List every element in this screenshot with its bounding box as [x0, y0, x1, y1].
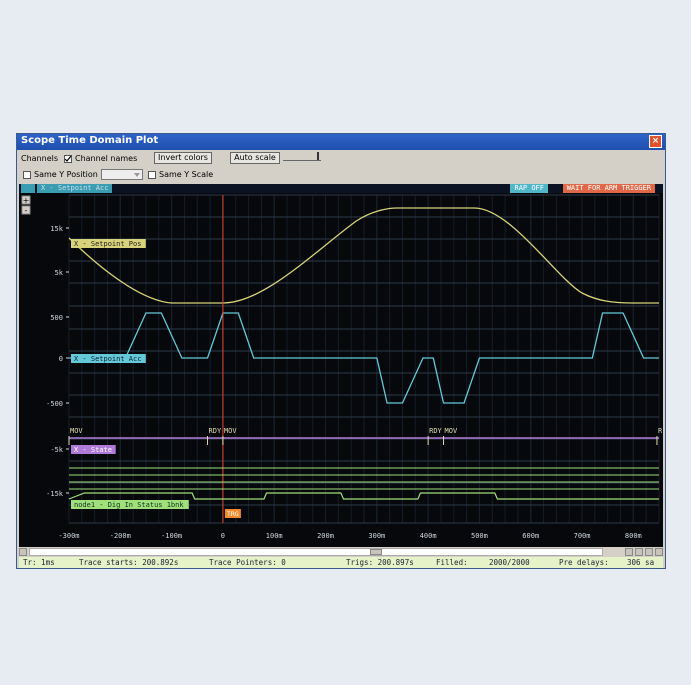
status-trace-pointers: Trace Pointers: 0: [209, 558, 286, 567]
y-tick-label: -15k: [46, 490, 64, 498]
zoom-in-button[interactable]: [21, 195, 31, 205]
channel-names-checkbox[interactable]: [64, 155, 72, 163]
trigger-marker-label: TRG: [227, 510, 239, 518]
plot-curves: [68, 195, 659, 523]
scroll-left-icon[interactable]: [19, 548, 27, 556]
state-marker-label: MOV: [445, 427, 458, 435]
state-marker-label: R: [658, 427, 663, 435]
x-tick-label: 700m: [574, 532, 591, 540]
zoom-out-button[interactable]: [21, 205, 31, 215]
x-tick-label: 800m: [625, 532, 642, 540]
x-tick-label: 200m: [317, 532, 334, 540]
status-trigs: Trigs: 200.897s: [346, 558, 414, 567]
zoom-in-label: +: [23, 196, 30, 205]
pos-channel-label-bg: [71, 239, 146, 248]
same-y-position-label: Same Y Position: [34, 170, 98, 179]
rap-off-badge: RAP OFF: [510, 184, 548, 193]
title-bar[interactable]: Scope Time Domain Plot ×: [17, 134, 665, 150]
status-bar: Tr: 1ms Trace starts: 200.892s Trace Poi…: [19, 557, 663, 568]
x-tick-label: -100m: [161, 532, 182, 540]
scope-window: Scope Time Domain Plot × Channels Channe…: [16, 133, 666, 569]
channel-strip: X - Setpoint Acc RAP OFF WAIT FOR ARM TR…: [19, 184, 663, 193]
dig-channel-label[interactable]: node1 - Dig In Status 1bnk: [74, 501, 184, 509]
dig-channel-label-bg: [71, 500, 189, 509]
trigger-marker-bg: [224, 509, 241, 518]
zoom-out-icon[interactable]: [645, 548, 653, 556]
same-y-scale-checkbox[interactable]: [148, 171, 156, 179]
pos-channel-label[interactable]: X - Setpoint Pos: [74, 240, 141, 248]
x-tick-label: 300m: [368, 532, 385, 540]
acc-channel-label[interactable]: X - Setpoint Acc: [74, 355, 141, 363]
zoom-reset-icon[interactable]: [655, 548, 663, 556]
status-filled-label: Filled:: [436, 558, 468, 567]
x-tick-label: -200m: [110, 532, 131, 540]
wait-trigger-badge: WAIT FOR ARM TRIGGER: [562, 184, 655, 193]
y-tick-label: 5k: [55, 269, 64, 277]
status-trigger: Tr: 1ms: [23, 558, 55, 567]
channel-color-box[interactable]: [21, 184, 35, 193]
acceleration-trace: [69, 312, 659, 404]
chevron-down-icon: [134, 173, 140, 177]
status-pre-delays-value: 306 sa: [627, 558, 655, 567]
scale-slider[interactable]: [283, 150, 321, 161]
y-tick-label: 500: [50, 314, 63, 322]
window-title: Scope Time Domain Plot: [21, 135, 159, 146]
state-channel-label[interactable]: X - State: [74, 446, 112, 454]
y-tick-label: -5k: [50, 446, 63, 454]
auto-scale-button[interactable]: Auto scale: [230, 152, 280, 164]
scroll-track[interactable]: [29, 548, 603, 556]
x-tick-label: 100m: [266, 532, 283, 540]
x-tick-label: 400m: [420, 532, 437, 540]
state-marker-label: RDY: [429, 427, 442, 435]
close-icon[interactable]: ×: [649, 135, 662, 148]
y-tick-label: 0: [59, 355, 63, 363]
state-channel-label-bg: [71, 445, 116, 454]
same-y-scale-label: Same Y Scale: [159, 170, 214, 179]
channel-names-label: Channel names: [75, 154, 138, 163]
zoom-out-label: -: [25, 206, 28, 215]
state-marker-label: MOV: [70, 427, 83, 435]
horizontal-scrollbar[interactable]: [19, 547, 663, 557]
channels-label[interactable]: Channels: [21, 154, 59, 163]
invert-colors-button[interactable]: Invert colors: [154, 152, 212, 164]
status-trace-starts: Trace starts: 200.892s: [79, 558, 179, 567]
check-icon: [65, 156, 71, 162]
plot-labels: -300m -200m -100m 0 100m 200m 300m 400m 500m 600m…: [21, 195, 663, 540]
y-tick-label: -500: [46, 400, 63, 408]
y-position-select[interactable]: [101, 169, 143, 180]
scroll-thumb[interactable]: [370, 549, 382, 555]
zoom-in-icon[interactable]: [635, 548, 643, 556]
state-marker-label: RDY: [209, 427, 222, 435]
x-tick-label: 500m: [471, 532, 488, 540]
active-channel-label[interactable]: X - Setpoint Acc: [37, 184, 113, 193]
x-tick-label: 600m: [522, 532, 539, 540]
status-filled-value: 2000/2000: [489, 558, 530, 567]
state-marker-label: MOV: [224, 427, 237, 435]
slider-handle[interactable]: [317, 152, 319, 160]
y-tick-label: 15k: [50, 225, 63, 233]
scope-plot[interactable]: -300m -200m -100m 0 100m 200m 300m 400m 500m 600m…: [19, 193, 663, 547]
x-tick-label: 0: [221, 532, 225, 540]
scroll-right-icon[interactable]: [625, 548, 633, 556]
status-pre-delays: Pre delays:: [559, 558, 609, 567]
acc-channel-label-bg: [71, 354, 146, 363]
same-y-position-checkbox[interactable]: [23, 171, 31, 179]
position-trace: [68, 207, 659, 304]
x-tick-label: -300m: [58, 532, 79, 540]
digital-status-trace: [68, 492, 659, 500]
